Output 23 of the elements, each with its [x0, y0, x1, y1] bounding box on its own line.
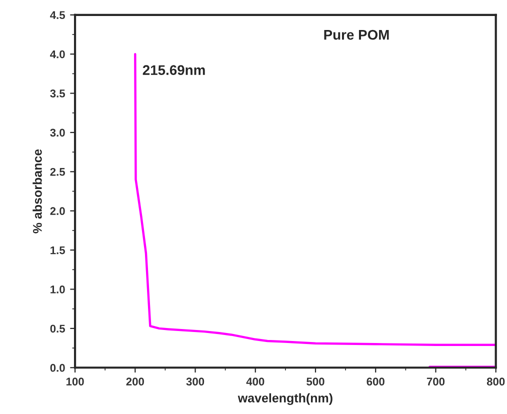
y-tick-label: 4.0	[50, 50, 65, 58]
line-series	[134, 52, 496, 346]
y-tick-label: 2.0	[50, 207, 65, 215]
x-tick-label: 600	[366, 378, 384, 386]
x-tick-label: 800	[486, 378, 505, 386]
x-tick-label: 700	[426, 378, 445, 386]
annotation: 215.69nm	[142, 65, 205, 76]
y-tick-label: 0.0	[50, 364, 65, 372]
annotation: Pure POM	[324, 30, 389, 40]
y-axis-title: % absorbance	[32, 149, 42, 234]
y-tick-label: 2.5	[50, 168, 66, 176]
x-tick-label: 200	[126, 378, 144, 386]
y-tick-label: 1.0	[50, 286, 65, 294]
y-tick-label: 3.0	[50, 128, 65, 137]
y-tick-label: 3.5	[50, 90, 66, 98]
y-tick-label: 1.5	[50, 246, 66, 254]
x-axis-title: wavelength(nm)	[238, 393, 332, 405]
x-tick-label: 100	[66, 378, 84, 386]
x-tick-label: 400	[246, 378, 264, 386]
y-tick-label: 4.5	[50, 11, 66, 20]
x-tick-label: 300	[186, 378, 204, 386]
x-tick-label: 500	[306, 378, 324, 386]
y-tick-label: 0.5	[50, 324, 66, 333]
